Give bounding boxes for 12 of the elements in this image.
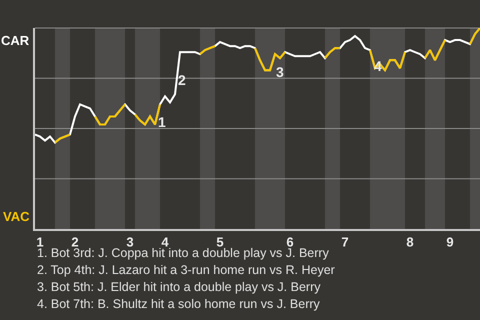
text: 3. Bot 5th: J. Elder hit into a double play vs J. Berry xyxy=(37,280,322,294)
x-tick-label: 7 xyxy=(341,234,349,250)
annotation: 1 xyxy=(158,114,166,130)
text: VAC xyxy=(3,209,30,224)
text: CAR xyxy=(1,33,30,48)
x-tick-label: 9 xyxy=(446,234,454,250)
text: 2. Top 4th: J. Lazaro hit a 3-run home run vs R. Heyer xyxy=(37,263,335,277)
x-tick-label: 8 xyxy=(406,234,414,250)
annotation: 2 xyxy=(178,72,186,88)
annotation: 4 xyxy=(374,58,382,74)
annotation: 3 xyxy=(276,64,284,80)
text: 4. Bot 7th: B. Shultz hit a solo home run vs J. Berry xyxy=(37,297,321,311)
